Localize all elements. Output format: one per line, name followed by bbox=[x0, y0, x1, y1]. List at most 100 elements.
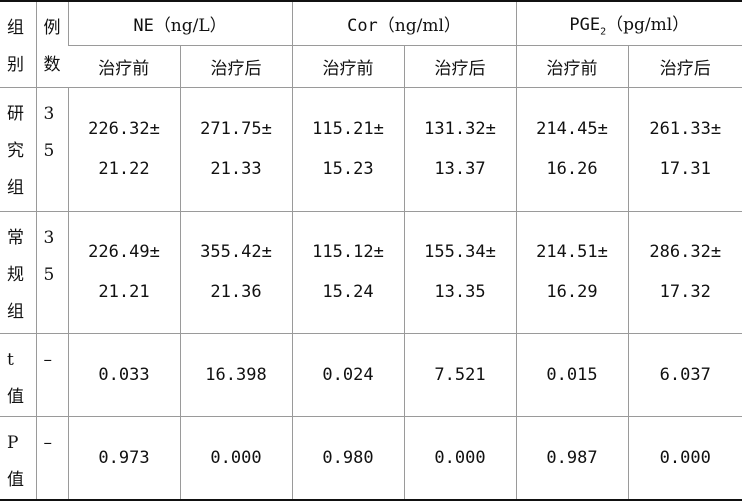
metric-unit: （ng/ml） bbox=[378, 16, 461, 36]
count-cell: – bbox=[36, 333, 68, 416]
value-cell: 6.037 bbox=[628, 333, 742, 416]
metric-header-ne: NE（ng/L） bbox=[68, 1, 292, 45]
value-cell: 0.973 bbox=[68, 416, 180, 500]
count-char: 3 bbox=[44, 220, 68, 257]
value-cell: 226.49±21.21 bbox=[68, 211, 180, 333]
table-row-p-value: P 值 – 0.973 0.000 0.980 0.000 0.987 0.00… bbox=[0, 416, 742, 500]
group-char: t bbox=[7, 342, 36, 379]
mean-value: 214.45± bbox=[517, 109, 628, 149]
sd-value: 15.24 bbox=[293, 272, 404, 312]
metric-name: NE bbox=[133, 16, 153, 36]
count-cell: 3 5 bbox=[36, 211, 68, 333]
group-cell: t 值 bbox=[0, 333, 36, 416]
group-char: P bbox=[7, 425, 36, 462]
group-cell: 研 究 组 bbox=[0, 87, 36, 211]
sd-value: 16.26 bbox=[517, 149, 628, 189]
value-cell: 0.980 bbox=[292, 416, 404, 500]
group-header-char: 别 bbox=[7, 47, 36, 84]
phase-header: 治疗前 bbox=[516, 45, 628, 87]
mean-value: 214.51± bbox=[517, 232, 628, 272]
mean-value: 155.34± bbox=[405, 232, 516, 272]
phase-header: 治疗前 bbox=[68, 45, 180, 87]
group-char: 值 bbox=[7, 462, 36, 499]
mean-value: 271.75± bbox=[181, 109, 292, 149]
group-cell: P 值 bbox=[0, 416, 36, 500]
group-char: 究 bbox=[7, 133, 36, 170]
metric-name: Cor bbox=[347, 16, 378, 36]
metric-header-cor: Cor（ng/ml） bbox=[292, 1, 516, 45]
value-cell: 131.32±13.37 bbox=[404, 87, 516, 211]
group-char: 组 bbox=[7, 170, 36, 207]
header-row-phases: 治疗前 治疗后 治疗前 治疗后 治疗前 治疗后 bbox=[0, 45, 742, 87]
value-cell: 7.521 bbox=[404, 333, 516, 416]
count-cell: – bbox=[36, 416, 68, 500]
table-row-control-group: 常 规 组 3 5 226.49±21.21 355.42±21.36 115.… bbox=[0, 211, 742, 333]
group-char: 值 bbox=[7, 379, 36, 416]
value-cell: 271.75±21.33 bbox=[180, 87, 292, 211]
phase-header: 治疗前 bbox=[292, 45, 404, 87]
phase-header: 治疗后 bbox=[628, 45, 742, 87]
mean-value: 115.21± bbox=[293, 109, 404, 149]
value-cell: 0.024 bbox=[292, 333, 404, 416]
value-cell: 0.000 bbox=[180, 416, 292, 500]
mean-value: 286.32± bbox=[629, 232, 742, 272]
mean-value: 115.12± bbox=[293, 232, 404, 272]
count-char: 3 bbox=[44, 96, 68, 133]
value-cell: 214.45±16.26 bbox=[516, 87, 628, 211]
value-cell: 0.015 bbox=[516, 333, 628, 416]
value-cell: 261.33±17.31 bbox=[628, 87, 742, 211]
value-cell: 0.000 bbox=[404, 416, 516, 500]
value-cell: 286.32±17.32 bbox=[628, 211, 742, 333]
sd-value: 15.23 bbox=[293, 149, 404, 189]
metric-name: PGE bbox=[569, 15, 600, 35]
count-header-char: 例 bbox=[44, 10, 68, 47]
value-cell: 214.51±16.29 bbox=[516, 211, 628, 333]
mean-value: 261.33± bbox=[629, 109, 742, 149]
sd-value: 13.37 bbox=[405, 149, 516, 189]
phase-header: 治疗后 bbox=[180, 45, 292, 87]
sd-value: 21.22 bbox=[69, 149, 180, 189]
group-char: 组 bbox=[7, 294, 36, 331]
mean-value: 226.49± bbox=[69, 232, 180, 272]
group-header-cell: 组 别 bbox=[0, 1, 36, 87]
mean-value: 131.32± bbox=[405, 109, 516, 149]
count-char: – bbox=[44, 425, 68, 462]
count-header-char: 数 bbox=[44, 47, 68, 84]
value-cell: 115.21±15.23 bbox=[292, 87, 404, 211]
table-row-t-value: t 值 – 0.033 16.398 0.024 7.521 0.015 6.0… bbox=[0, 333, 742, 416]
mean-value: 226.32± bbox=[69, 109, 180, 149]
mean-value: 355.42± bbox=[181, 232, 292, 272]
sd-value: 13.35 bbox=[405, 272, 516, 312]
value-cell: 0.033 bbox=[68, 333, 180, 416]
table-row-research-group: 研 究 组 3 5 226.32±21.22 271.75±21.33 115.… bbox=[0, 87, 742, 211]
group-char: 研 bbox=[7, 96, 36, 133]
sd-value: 17.32 bbox=[629, 272, 742, 312]
value-cell: 0.000 bbox=[628, 416, 742, 500]
value-cell: 355.42±21.36 bbox=[180, 211, 292, 333]
header-row-metrics: 组 别 例 数 NE（ng/L） Cor（ng/ml） PGE2（pg/ml） bbox=[0, 1, 742, 45]
count-char: – bbox=[44, 342, 68, 379]
sd-value: 21.33 bbox=[181, 149, 292, 189]
value-cell: 226.32±21.22 bbox=[68, 87, 180, 211]
count-char: 5 bbox=[44, 257, 68, 294]
value-cell: 0.987 bbox=[516, 416, 628, 500]
count-header-cell: 例 数 bbox=[36, 1, 68, 87]
group-char: 规 bbox=[7, 257, 36, 294]
metric-header-pge2: PGE2（pg/ml） bbox=[516, 1, 742, 45]
count-cell: 3 5 bbox=[36, 87, 68, 211]
metric-unit: （ng/L） bbox=[154, 16, 227, 36]
group-char: 常 bbox=[7, 220, 36, 257]
sd-value: 16.29 bbox=[517, 272, 628, 312]
sd-value: 21.36 bbox=[181, 272, 292, 312]
sd-value: 21.21 bbox=[69, 272, 180, 312]
value-cell: 16.398 bbox=[180, 333, 292, 416]
group-cell: 常 规 组 bbox=[0, 211, 36, 333]
group-header-char: 组 bbox=[7, 10, 36, 47]
value-cell: 155.34±13.35 bbox=[404, 211, 516, 333]
value-cell: 115.12±15.24 bbox=[292, 211, 404, 333]
sd-value: 17.31 bbox=[629, 149, 742, 189]
metric-unit: （pg/ml） bbox=[606, 15, 689, 35]
count-char: 5 bbox=[44, 133, 68, 170]
phase-header: 治疗后 bbox=[404, 45, 516, 87]
